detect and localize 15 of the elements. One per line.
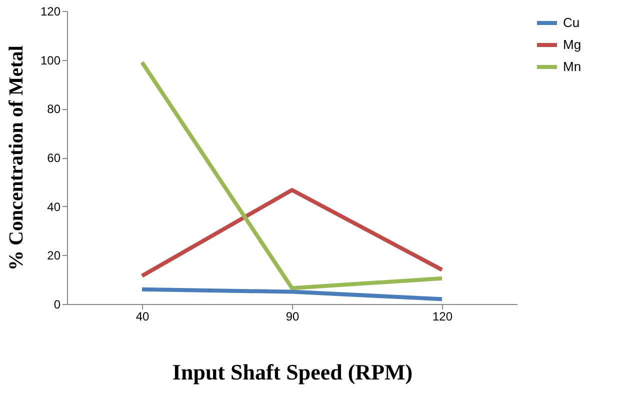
x-tick-label: 90 (286, 310, 300, 324)
x-tick-label: 40 (136, 310, 150, 324)
x-axis-title: Input Shaft Speed (RPM) (172, 360, 413, 384)
y-tick-label: 40 (47, 200, 61, 214)
y-tick-label: 0 (54, 298, 61, 312)
legend-label: Mn (563, 59, 582, 74)
legend-label: Mg (563, 37, 582, 52)
y-tick-label: 100 (40, 53, 61, 68)
y-axis-title: % Concentration of Metal (5, 45, 28, 270)
y-tick-label: 120 (40, 4, 61, 18)
y-tick-label: 20 (47, 248, 61, 263)
legend-label: Cu (563, 15, 580, 30)
y-tick-label: 60 (47, 151, 61, 165)
x-tick-label: 120 (432, 310, 453, 324)
y-tick-label: 80 (47, 102, 61, 116)
